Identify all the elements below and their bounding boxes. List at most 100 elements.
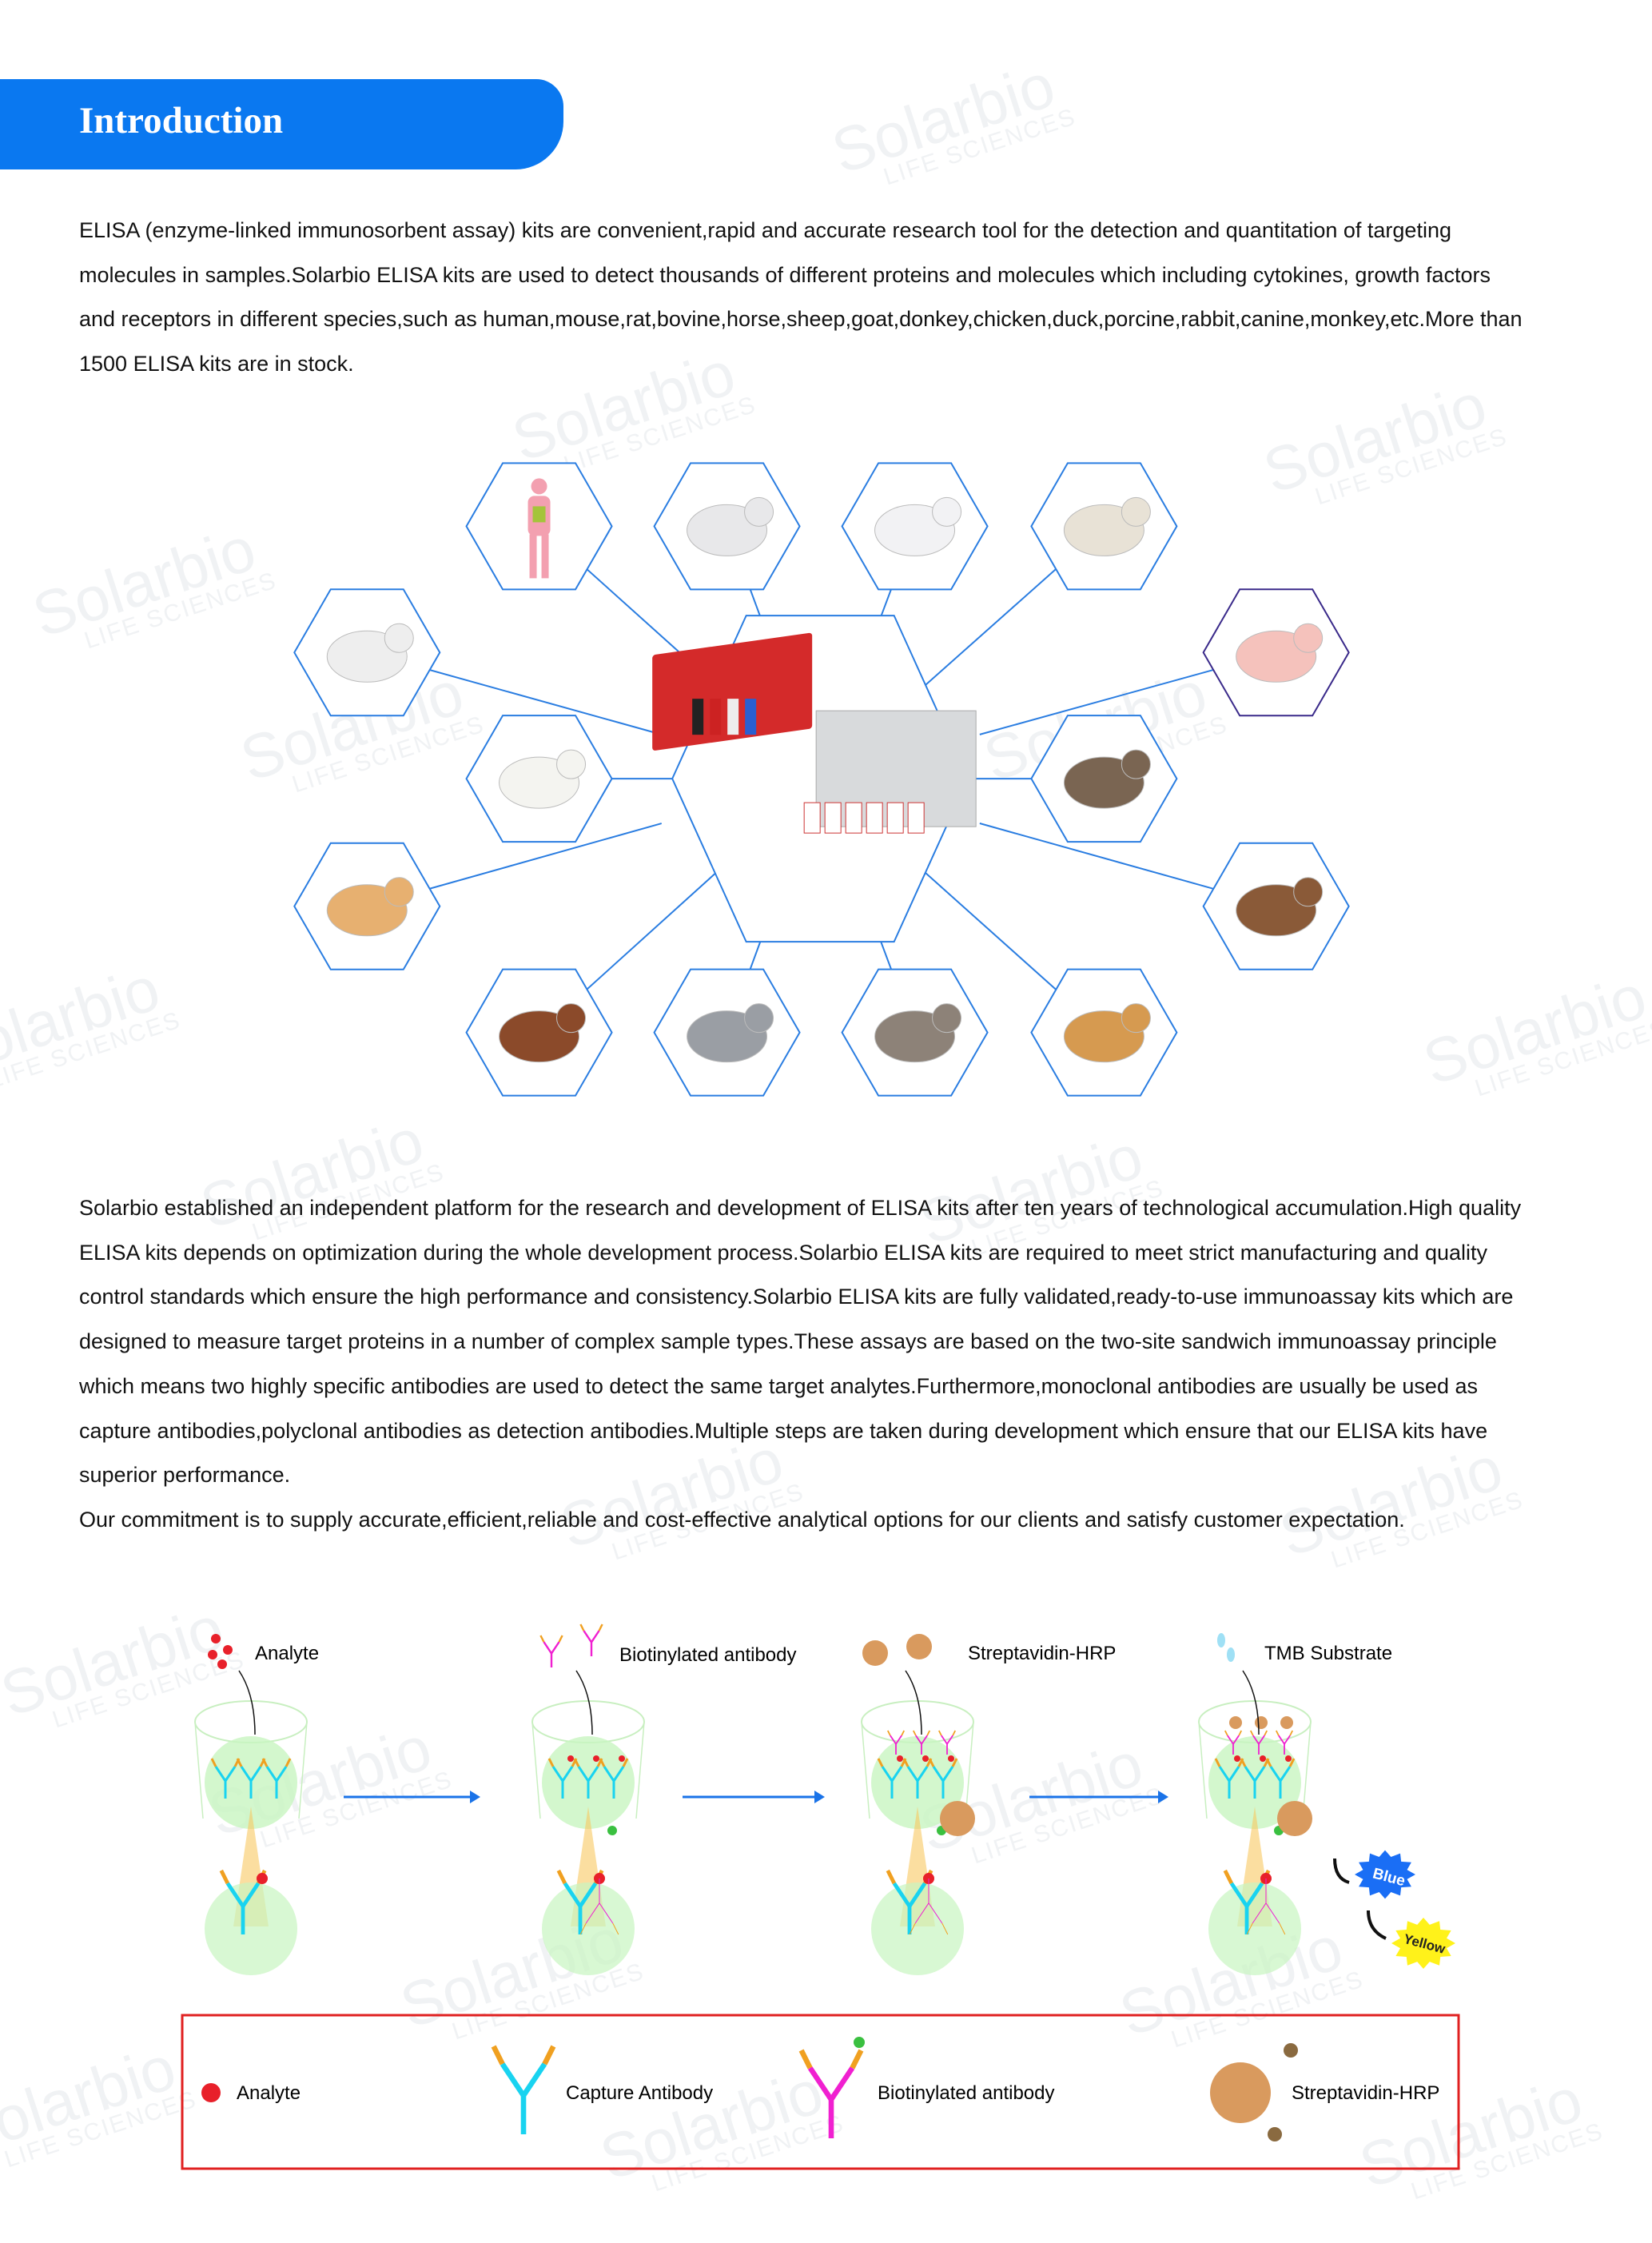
arm: [915, 1735, 922, 1745]
arm: [1228, 1766, 1240, 1782]
tip: [951, 1758, 958, 1767]
tip: [547, 1758, 555, 1767]
intro-line: 1500 ELISA kits are in stock.: [79, 352, 354, 376]
tip: [598, 1623, 603, 1631]
arm: [908, 1882, 927, 1908]
tip: [1264, 1730, 1268, 1736]
bound-analyte: [593, 1755, 599, 1762]
arm: [225, 1882, 245, 1908]
well-wall: [1198, 1721, 1312, 1819]
tip: [952, 1730, 957, 1736]
tip: [556, 1869, 567, 1885]
intro-line: molecules in samples.Solarbio ELISA kits…: [79, 262, 1491, 287]
arm: [1258, 1735, 1265, 1745]
arm: [906, 1766, 919, 1782]
drop-arrow: [1242, 1670, 1260, 1735]
bound-hrp: [1229, 1716, 1242, 1729]
tip: [926, 1730, 931, 1736]
tip: [909, 1922, 916, 1935]
tip: [219, 1869, 229, 1885]
bound-analyte: [619, 1755, 625, 1762]
tip: [1265, 1758, 1272, 1767]
step-arrow-head: [470, 1791, 480, 1803]
arm: [612, 1766, 625, 1782]
biotin: [854, 2037, 865, 2048]
section-title: Introduction: [79, 100, 284, 141]
pig-icon: [1236, 623, 1324, 683]
arm: [941, 1735, 948, 1745]
step-arrow-head: [1158, 1791, 1168, 1803]
arm: [932, 1766, 945, 1782]
bound-analyte: [567, 1755, 574, 1762]
arm: [521, 2062, 547, 2098]
arm: [543, 1641, 552, 1655]
arm: [1227, 1735, 1234, 1745]
step-arrow-head: [814, 1791, 825, 1803]
vial: [803, 802, 821, 834]
platform-line: which means two highly specific antibodi…: [79, 1373, 1478, 1398]
head: [1293, 877, 1324, 907]
tip: [1214, 1758, 1221, 1767]
arm: [265, 1766, 278, 1782]
lower-well: [1208, 1882, 1301, 1975]
monkey-icon: [1063, 749, 1151, 809]
tip: [1288, 1758, 1296, 1767]
drop-arrow: [905, 1670, 922, 1735]
head: [1121, 749, 1151, 779]
tip: [1224, 1730, 1228, 1736]
step-label-biotinylated: Biotinylated antibody: [619, 1644, 796, 1666]
bound-hrp: [1280, 1716, 1293, 1729]
biotin: [607, 1826, 617, 1835]
head: [556, 749, 587, 779]
tip: [850, 2049, 864, 2070]
yellow-burst: [1391, 1918, 1455, 1969]
color-arrow: [1333, 1858, 1350, 1884]
arm: [587, 1766, 599, 1782]
rabbit-icon: [874, 496, 962, 556]
lower-well: [871, 1882, 964, 1975]
arm: [1253, 1766, 1266, 1782]
hrp-body: [1210, 2062, 1271, 2123]
tip: [886, 1869, 896, 1885]
head: [932, 496, 962, 527]
arm: [577, 1766, 590, 1782]
tip: [1240, 1758, 1247, 1767]
tip: [558, 1635, 563, 1643]
arm: [583, 1630, 592, 1643]
arm: [1218, 1766, 1231, 1782]
head: [744, 1003, 774, 1034]
arm: [1278, 1735, 1285, 1745]
lower-well: [542, 1882, 635, 1975]
analyte-dot: [208, 1650, 217, 1659]
capture-antibody-icon: [491, 2045, 556, 2134]
arm: [1245, 1882, 1264, 1908]
arm: [916, 1766, 929, 1782]
well-wall: [531, 1721, 645, 1819]
platform-paragraph: Solarbio established an independent plat…: [79, 1186, 1521, 1543]
arm: [829, 2066, 855, 2102]
tip: [1289, 1730, 1294, 1736]
dog-icon: [1063, 1003, 1151, 1063]
arm: [249, 1766, 262, 1782]
tip: [886, 1730, 891, 1736]
vial: [866, 802, 883, 834]
tip: [937, 1730, 942, 1736]
tip: [612, 1922, 619, 1935]
bound-analyte: [948, 1755, 954, 1762]
arm: [585, 1902, 600, 1924]
duck-icon: [499, 749, 587, 809]
tip: [877, 1758, 884, 1767]
arm: [1244, 1766, 1256, 1782]
tip: [539, 1635, 545, 1643]
leg: [541, 534, 549, 579]
legend-label-capture: Capture Antibody: [566, 2082, 713, 2104]
color-arrow: [1367, 1910, 1387, 1940]
tip: [912, 1730, 917, 1736]
bound-hrp: [1255, 1716, 1268, 1729]
arm: [551, 1641, 560, 1655]
tip: [902, 1758, 910, 1767]
analyte-dot: [257, 1873, 268, 1884]
arm: [500, 2062, 526, 2098]
hrp-e: [1284, 2043, 1298, 2058]
biotinylated-antibody-icon: [798, 2037, 865, 2138]
